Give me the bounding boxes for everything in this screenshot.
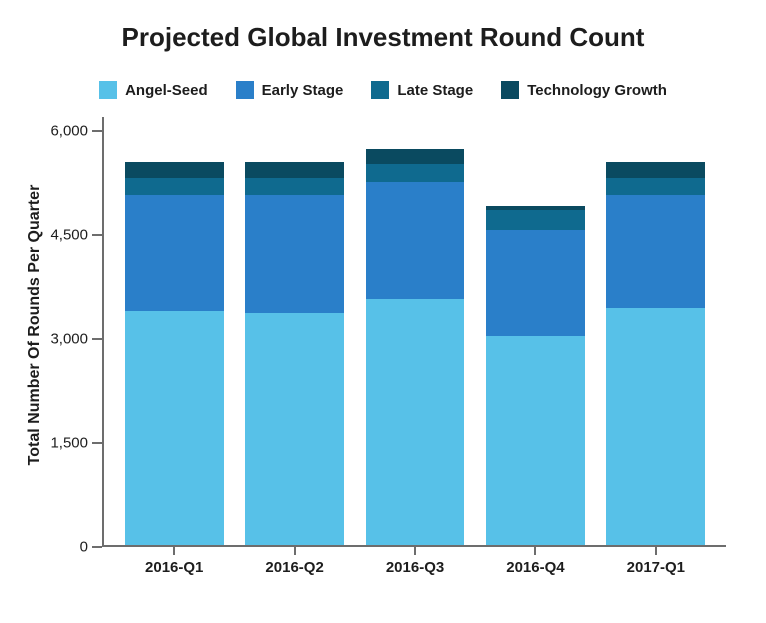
bar-2016-q4: [486, 206, 585, 545]
legend-label: Technology Growth: [527, 82, 667, 99]
bar-segment-late-stage: [486, 210, 585, 230]
x-tick-label: 2016-Q1: [145, 559, 203, 576]
legend-swatch-icon: [236, 81, 254, 99]
bar-segment-late-stage: [245, 178, 344, 195]
y-tick-label: 1,500: [50, 434, 88, 451]
bar-2016-q1: [125, 162, 224, 545]
bar-slot: 2016-Q1: [114, 117, 234, 545]
y-tick-label: 6,000: [50, 122, 88, 139]
y-tick: [92, 338, 102, 340]
bar-segment-early-stage: [606, 195, 705, 307]
legend-item-angel-seed: Angel-Seed: [99, 81, 208, 99]
chart-title: Projected Global Investment Round Count: [30, 22, 736, 53]
y-tick: [92, 442, 102, 444]
bar-segment-technology-growth: [125, 162, 224, 178]
y-tick: [92, 130, 102, 132]
x-tick: [534, 545, 536, 555]
bar-segment-technology-growth: [606, 162, 705, 178]
bar-segment-early-stage: [486, 230, 585, 335]
x-tick-label: 2017-Q1: [627, 559, 685, 576]
legend-swatch-icon: [99, 81, 117, 99]
y-tick-label: 0: [80, 539, 88, 556]
x-tick: [414, 545, 416, 555]
x-tick: [294, 545, 296, 555]
legend-label: Late Stage: [397, 82, 473, 99]
bar-segment-technology-growth: [245, 162, 344, 178]
y-axis-label: Total Number Of Rounds Per Quarter: [26, 110, 44, 540]
legend-swatch-icon: [371, 81, 389, 99]
bar-2016-q2: [245, 162, 344, 545]
bar-slot: 2017-Q1: [596, 117, 716, 545]
bar-segment-angel-seed: [245, 313, 344, 545]
bar-segment-late-stage: [125, 178, 224, 195]
bar-segment-angel-seed: [486, 336, 585, 545]
legend-item-early-stage: Early Stage: [236, 81, 344, 99]
x-tick-label: 2016-Q2: [265, 559, 323, 576]
x-tick: [655, 545, 657, 555]
bar-2016-q3: [366, 149, 465, 545]
y-tick: [92, 546, 102, 548]
y-tick: [92, 234, 102, 236]
bar-segment-late-stage: [606, 178, 705, 195]
bar-segment-technology-growth: [366, 149, 465, 164]
bars-area: 2016-Q1 2016-Q2: [104, 117, 726, 545]
x-tick-label: 2016-Q3: [386, 559, 444, 576]
bar-segment-early-stage: [366, 182, 465, 300]
bar-segment-early-stage: [125, 195, 224, 310]
legend: Angel-Seed Early Stage Late Stage Techno…: [30, 81, 736, 99]
legend-label: Early Stage: [262, 82, 344, 99]
investment-round-chart: Projected Global Investment Round Count …: [0, 0, 766, 623]
bar-segment-angel-seed: [366, 299, 465, 545]
bar-segment-angel-seed: [606, 308, 705, 545]
x-tick: [173, 545, 175, 555]
bar-slot: 2016-Q4: [475, 117, 595, 545]
y-tick-label: 4,500: [50, 226, 88, 243]
bar-segment-angel-seed: [125, 311, 224, 545]
plot-area: 0 1,500 3,000 4,500 6,000 2016-Q1: [102, 117, 726, 547]
bar-slot: 2016-Q3: [355, 117, 475, 545]
bar-slot: 2016-Q2: [234, 117, 354, 545]
x-tick-label: 2016-Q4: [506, 559, 564, 576]
y-tick-label: 3,000: [50, 330, 88, 347]
legend-item-late-stage: Late Stage: [371, 81, 473, 99]
bar-segment-early-stage: [245, 195, 344, 313]
legend-label: Angel-Seed: [125, 82, 208, 99]
bar-segment-late-stage: [366, 164, 465, 181]
bar-2017-q1: [606, 162, 705, 545]
legend-item-technology-growth: Technology Growth: [501, 81, 667, 99]
legend-swatch-icon: [501, 81, 519, 99]
